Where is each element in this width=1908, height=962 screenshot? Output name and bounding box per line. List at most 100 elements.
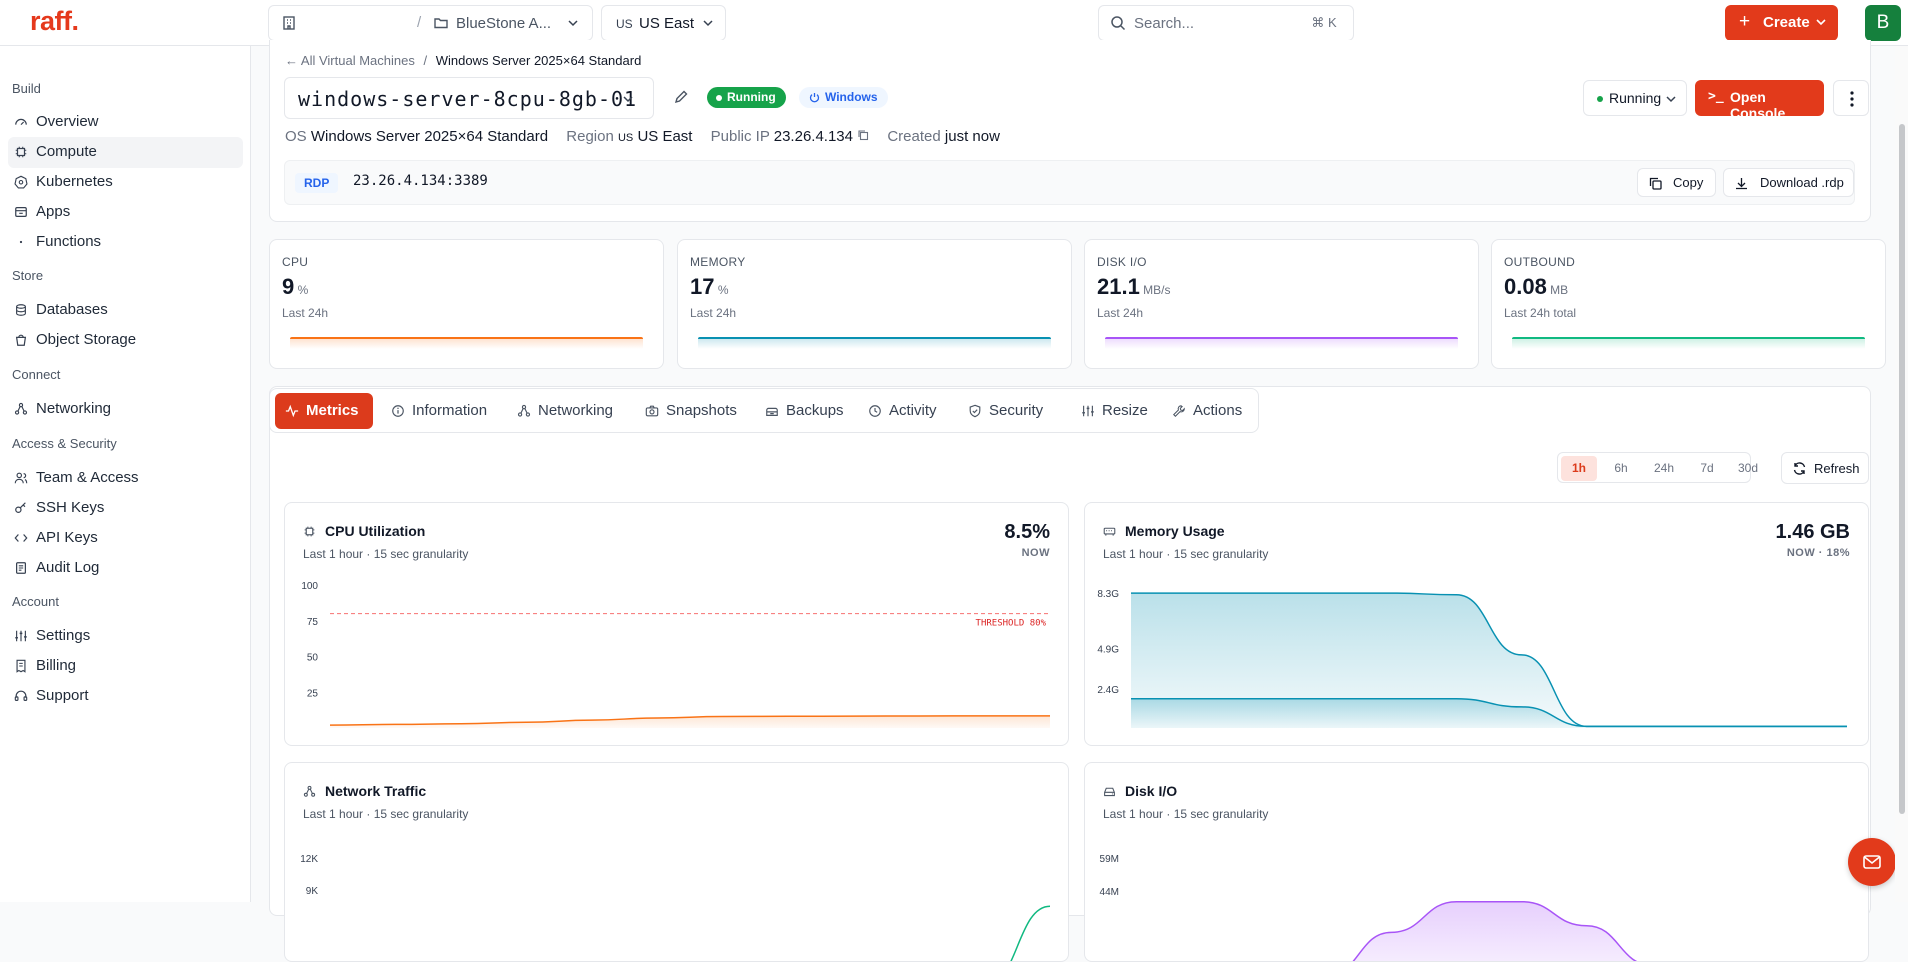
cpu-icon	[303, 525, 316, 541]
avatar[interactable]: B	[1865, 5, 1901, 41]
y-tick-label: 8.3G	[1097, 589, 1119, 600]
y-tick-label: 4.9G	[1097, 644, 1119, 655]
range-1h[interactable]: 1h	[1561, 456, 1597, 481]
stat-caption: Last 24h	[1097, 306, 1144, 320]
terminal-icon: >_	[1708, 89, 1724, 104]
download-rdp-button[interactable]: Download .rdp	[1723, 168, 1854, 197]
sidebar-item-support[interactable]: Support	[8, 681, 243, 712]
project-selector[interactable]: / BlueStone A...	[268, 5, 593, 41]
project-name: BlueStone A...	[456, 15, 552, 32]
range-6h[interactable]: 6h	[1614, 461, 1628, 475]
copy-label: Copy	[1673, 175, 1704, 190]
stat-value: 21.1 MB/s	[1097, 274, 1171, 300]
sidebar-item-audit-log[interactable]: Audit Log	[8, 553, 243, 584]
scrollbar[interactable]	[1895, 46, 1908, 902]
sidebar-item-ssh-keys[interactable]: SSH Keys	[8, 493, 243, 524]
scrollbar-thumb[interactable]	[1899, 124, 1905, 814]
sidebar-item-compute[interactable]: Compute	[8, 137, 243, 168]
vm-selector[interactable]: windows-server-8cpu-8gb-01	[284, 77, 654, 119]
tab-resize[interactable]: Resize	[1071, 393, 1156, 429]
stat-label: CPU	[282, 255, 309, 269]
disk-icon	[1103, 785, 1116, 801]
sliders-icon	[15, 630, 27, 642]
y-tick-label: 100	[301, 581, 318, 592]
more-actions-button[interactable]	[1833, 80, 1869, 116]
tab-label: Metrics	[306, 402, 359, 419]
arrow-left-icon: ←	[285, 53, 298, 68]
copy-icon[interactable]	[857, 129, 869, 141]
network-icon	[517, 404, 531, 422]
tab-backups[interactable]: Backups	[755, 393, 852, 429]
rdp-bar: RDP 23.26.4.134:3389 Copy Download .rdp	[284, 160, 1855, 205]
tab-activity[interactable]: Activity	[858, 393, 952, 429]
threshold-label: THRESHOLD 80%	[976, 619, 1047, 629]
disk-icon	[1104, 787, 1115, 797]
search-box[interactable]: Search... ⌘ K	[1098, 5, 1354, 41]
chart-now-value: 8.5%	[1004, 521, 1050, 543]
database-icon	[16, 304, 26, 316]
tab-security[interactable]: Security	[958, 393, 1065, 429]
create-label: Create	[1763, 14, 1810, 31]
tab-label: Resize	[1102, 402, 1148, 419]
range-24h[interactable]: 24h	[1653, 461, 1675, 475]
shield-icon	[969, 404, 981, 418]
tab-information[interactable]: Information	[381, 393, 501, 429]
tab-label: Actions	[1193, 402, 1243, 419]
apps-icon	[15, 207, 27, 217]
tab-actions[interactable]: Actions	[1162, 393, 1254, 429]
series-area	[1353, 901, 1636, 961]
sidebar-item-label: Functions	[36, 233, 102, 250]
sidebar-item-billing[interactable]: Billing	[8, 651, 243, 682]
users-icon	[14, 472, 28, 484]
refresh-button[interactable]: Refresh	[1781, 452, 1869, 484]
range-30d[interactable]: 30d	[1737, 461, 1759, 475]
sidebar: Build Overview Compute Kubernetes Apps Functi…	[0, 46, 251, 902]
sidebar-item-functions[interactable]: Functions	[8, 227, 243, 258]
stat-label: MEMORY	[690, 255, 746, 269]
logo[interactable]: raff.	[30, 6, 79, 36]
sidebar-section-title: Account	[12, 594, 59, 609]
sidebar-item-object-storage[interactable]: Object Storage	[8, 325, 243, 356]
region-selector[interactable]: US US East	[601, 5, 726, 41]
open-console-button[interactable]: >_ Open Console	[1695, 80, 1824, 121]
pencil-icon[interactable]	[673, 89, 689, 105]
support-chat-button[interactable]	[1848, 838, 1896, 886]
range-7d[interactable]: 7d	[1700, 461, 1714, 475]
public-ip-value: 23.26.4.134	[773, 128, 853, 145]
vm-name: windows-server-8cpu-8gb-01	[298, 87, 638, 111]
copy-button[interactable]: Copy	[1637, 168, 1716, 197]
sidebar-item-label: Billing	[36, 657, 77, 674]
tab-label: Information	[412, 402, 488, 419]
tab-networking[interactable]: Networking	[507, 393, 629, 429]
series-area	[330, 715, 1050, 728]
sidebar-item-databases[interactable]: Databases	[8, 295, 243, 326]
stat-label: OUTBOUND	[1504, 255, 1576, 269]
sidebar-item-apps[interactable]: Apps	[8, 197, 243, 228]
y-tick-label: 2.4G	[1097, 685, 1119, 696]
stat-card-outbound: OUTBOUND 0.08 MB Last 24h total	[1491, 239, 1886, 369]
sidebar-item-api-keys[interactable]: API Keys	[8, 523, 243, 554]
sidebar-item-kubernetes[interactable]: Kubernetes	[8, 167, 243, 198]
sidebar-item-team-access[interactable]: Team & Access	[8, 463, 243, 494]
tab-metrics[interactable]: Metrics	[275, 393, 373, 429]
sidebar-section-title: Access & Security	[12, 436, 117, 451]
sidebar-item-overview[interactable]: Overview	[8, 107, 243, 138]
os-value: Windows Server 2025×64 Standard	[310, 128, 549, 145]
kubernetes-icon	[14, 175, 28, 189]
headset-icon	[14, 690, 28, 701]
breadcrumb-parent[interactable]: All Virtual Machines	[300, 53, 415, 68]
create-button[interactable]: + Create	[1725, 5, 1838, 41]
sidebar-item-settings[interactable]: Settings	[8, 621, 243, 652]
stat-value: 0.08 MB	[1504, 274, 1568, 300]
chart-plot: 8.3G 4.9G 2.4G	[1097, 589, 1847, 728]
chart-title: Disk I/O	[1125, 783, 1178, 799]
tab-label: Security	[989, 402, 1044, 419]
code-icon	[14, 534, 28, 542]
sidebar-item-networking[interactable]: Networking	[8, 394, 243, 425]
sidebar-item-label: Audit Log	[36, 559, 100, 576]
chevron-down-icon	[568, 20, 578, 27]
tab-snapshots[interactable]: Snapshots	[635, 393, 749, 429]
key-icon	[14, 501, 28, 515]
power-state-dropdown[interactable]: Running	[1583, 80, 1687, 116]
copy-icon	[1649, 177, 1662, 190]
